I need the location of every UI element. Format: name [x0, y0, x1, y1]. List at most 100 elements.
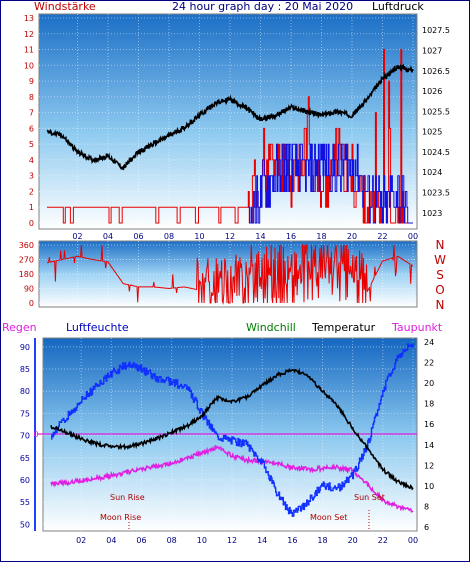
humidity-tick-label: 70: [20, 432, 30, 441]
pressure-tick-label: 1025.5: [422, 107, 450, 116]
wind-tick-label: 3: [29, 172, 34, 181]
compass-letter-w: W: [434, 253, 446, 267]
wind-tick-label: 10: [24, 61, 34, 70]
wind-tick-label: 13: [24, 14, 34, 23]
pressure-tick-label: 1027: [422, 47, 442, 56]
x-tick-label: 10: [197, 536, 207, 545]
wind-pressure-grid: [39, 14, 417, 229]
wind-pressure-series: [46, 49, 414, 224]
temperature-line: [50, 367, 414, 491]
compass-letter-o: O: [435, 283, 444, 297]
x-tick-label: 06: [136, 536, 146, 545]
pressure-tick-label: 1023: [422, 209, 442, 218]
x-tick-label: 00: [408, 232, 418, 241]
wind-gust-line: [248, 143, 413, 224]
x-tick-label: 12: [225, 232, 235, 241]
temperature-tick-label: 6: [424, 523, 429, 532]
humidity-tick-label: 80: [20, 387, 30, 396]
temperature-tick-label: 20: [424, 379, 434, 388]
x-tick-label: 22: [378, 536, 388, 545]
pressure-tick-label: 1026: [422, 87, 442, 96]
x-tick-label: 22: [377, 232, 387, 241]
wind-tick-label: 0: [29, 219, 34, 228]
wind-tick-label: 12: [24, 30, 34, 39]
temperature-tick-label: 10: [424, 482, 434, 491]
x-tick-label: 18: [317, 536, 327, 545]
wind-direction-grid: [39, 241, 417, 307]
x-tick-label: 00: [408, 536, 418, 545]
humidity-line: [51, 343, 414, 517]
wind-tick-label: 7: [29, 109, 34, 118]
temperature-tick-label: 22: [424, 359, 434, 368]
direction-tick-label: 90: [24, 285, 34, 294]
x-tick-label: 10: [194, 232, 204, 241]
rain-tick-label: 0: [33, 430, 38, 439]
humidity-tick-label: 90: [20, 343, 30, 352]
wind-tick-label: 6: [29, 124, 34, 133]
x-tick-label: 08: [167, 536, 177, 545]
wind-tick-label: 1: [29, 203, 34, 212]
x-tick-label: 16: [286, 232, 296, 241]
temperature-tick-label: 16: [424, 420, 434, 429]
x-tick-label: 06: [133, 232, 143, 241]
wind-pressure-plot-area: [38, 13, 418, 230]
legend-regen: Regen: [2, 321, 37, 334]
pressure-line: [46, 63, 414, 171]
x-tick-label: 02: [72, 232, 82, 241]
wind-tick-label: 8: [29, 93, 34, 102]
compass-letter-s: S: [436, 268, 444, 282]
legend-windchill: Windchill: [246, 321, 296, 334]
humidity-tick-label: 55: [20, 498, 30, 507]
pressure-tick-label: 1027.5: [422, 26, 450, 35]
temperature-tick-label: 24: [424, 338, 434, 347]
pressure-tick-label: 1024.5: [422, 148, 450, 157]
wind-tick-label: 2: [29, 187, 34, 196]
temperature-tick-label: 18: [424, 400, 434, 409]
climate-axes: 02 04 06 08 10 12 14 16 18 20 22 005055606570758085…: [20, 338, 434, 545]
wind-axis-title: Windstärke: [34, 0, 96, 13]
legend-luftfeuchte: Luftfeuchte: [66, 321, 129, 334]
x-tick-label: 04: [106, 536, 116, 545]
direction-tick-label: 180: [19, 270, 34, 279]
wind-direction-series: [46, 244, 414, 305]
direction-tick-label: 0: [29, 299, 34, 308]
x-tick-label: 20: [347, 232, 357, 241]
sun-rise-label: Sun Rise: [110, 493, 145, 502]
wind-tick-label: 4: [29, 156, 34, 165]
wind-pressure-axes: 02 04 06 08 10 12 14 16 18 20 22 000123456789101112…: [24, 14, 450, 241]
temperature-tick-label: 8: [424, 502, 429, 511]
x-tick-label: 14: [257, 536, 267, 545]
moon-set-label: Moon Set: [310, 513, 347, 522]
direction-tick-label: 360: [19, 241, 34, 250]
sun-moon-annotations: Sun Rise Moon Rise Moon Set Sun Set: [100, 493, 385, 531]
humidity-tick-label: 85: [20, 365, 30, 374]
wind-direction-axes: 0 90 180 270 360: [19, 241, 34, 308]
humidity-tick-label: 60: [20, 476, 30, 485]
x-tick-label: 16: [287, 536, 297, 545]
temperature-tick-label: 14: [424, 441, 434, 450]
humidity-tick-label: 75: [20, 409, 30, 418]
wind-direction-line: [46, 244, 414, 305]
humidity-tick-label: 50: [20, 520, 30, 529]
wind-tick-label: 9: [29, 77, 34, 86]
pressure-tick-label: 1024: [422, 168, 442, 177]
sun-set-label: Sun Set: [354, 493, 385, 502]
legend-taupunkt: Taupunkt: [391, 321, 443, 334]
x-tick-label: 20: [348, 536, 358, 545]
x-tick-label: 12: [227, 536, 237, 545]
temperature-tick-label: 12: [424, 461, 434, 470]
x-tick-label: 08: [164, 232, 174, 241]
moon-rise-label: Moon Rise: [100, 513, 141, 522]
pressure-tick-label: 1023.5: [422, 188, 450, 197]
compass-letter-n: N: [436, 298, 445, 312]
compass-letter-n: N: [436, 238, 445, 252]
wind-tick-label: 11: [24, 46, 34, 55]
pressure-tick-label: 1026.5: [422, 67, 450, 76]
legend-temperatur: Temperatur: [311, 321, 376, 334]
wind-tick-label: 5: [29, 140, 34, 149]
climate-series: [37, 343, 417, 517]
x-tick-label: 04: [103, 232, 113, 241]
x-tick-label: 18: [316, 232, 326, 241]
